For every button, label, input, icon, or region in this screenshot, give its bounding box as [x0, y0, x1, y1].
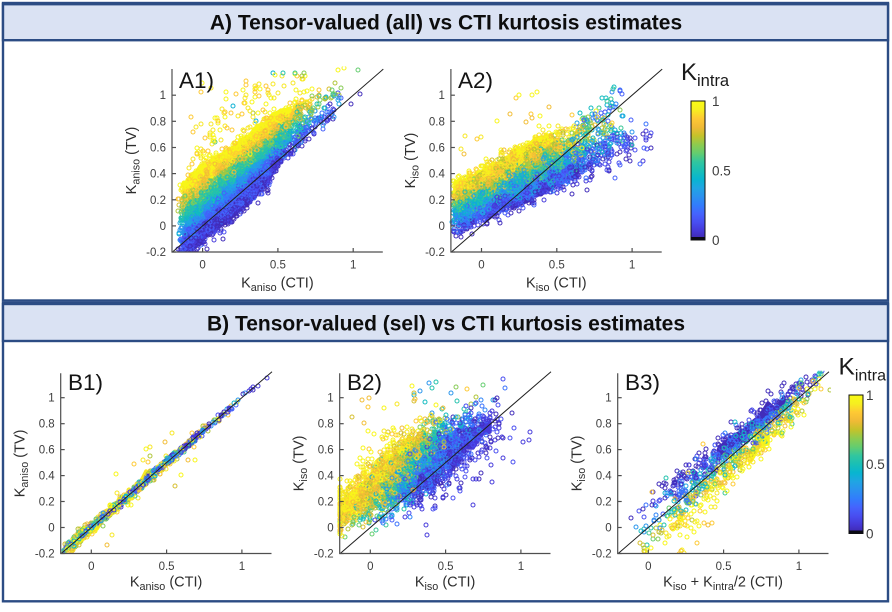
svg-text:A) Tensor-valued (all) vs CTI: A) Tensor-valued (all) vs CTI kurtosis e…	[210, 12, 682, 35]
svg-text:B) Tensor-valued (sel) vs CTI: B) Tensor-valued (sel) vs CTI kurtosis e…	[207, 313, 685, 336]
